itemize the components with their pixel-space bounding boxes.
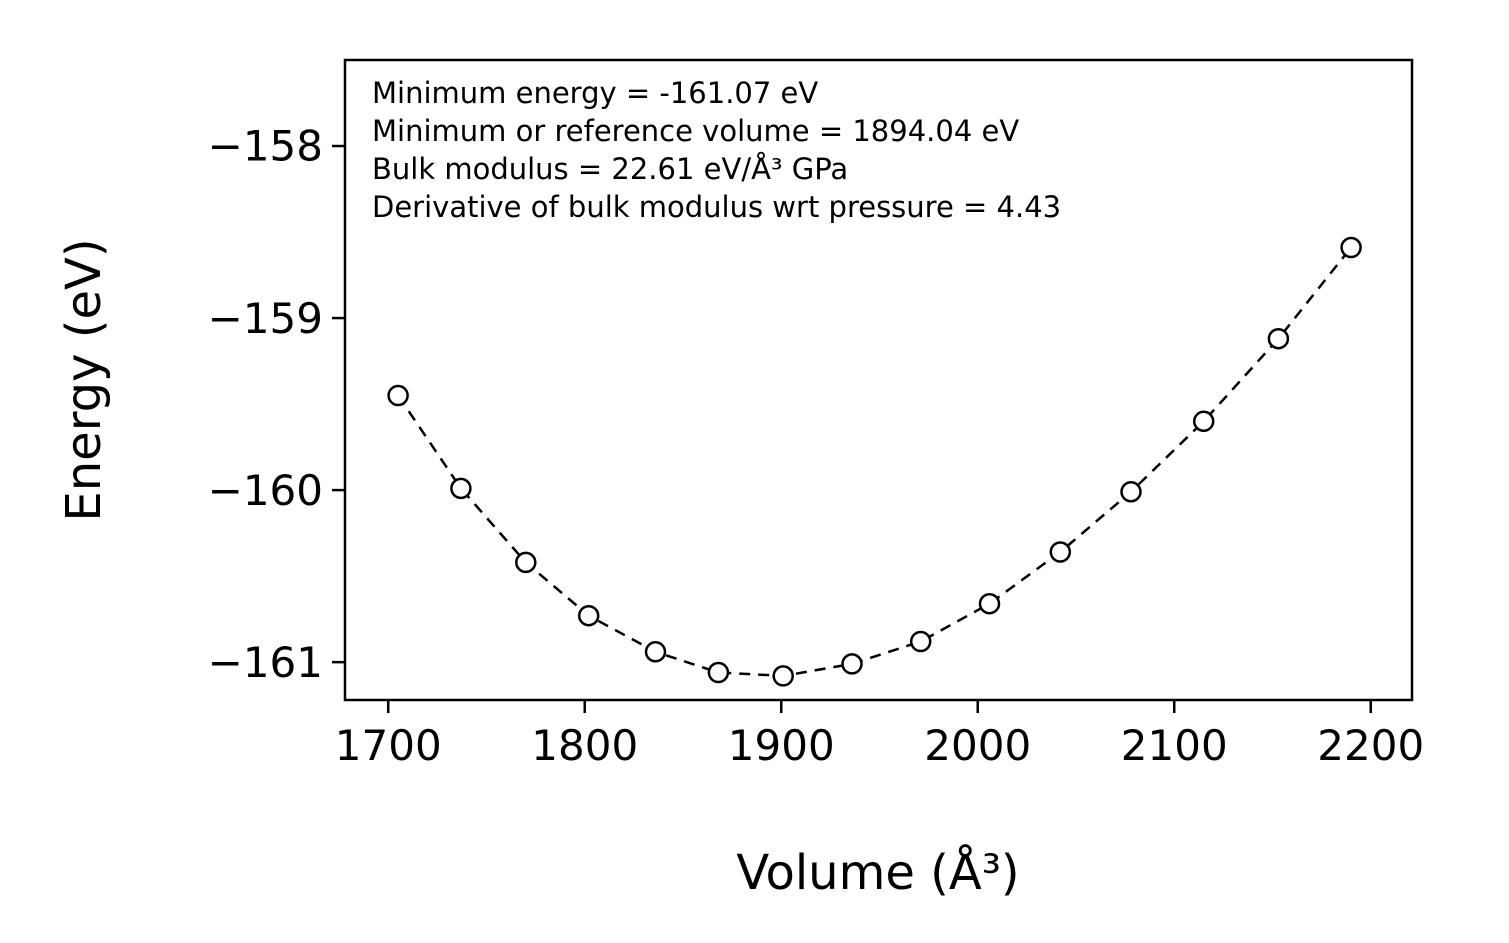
annotation-bulk-modulus: Bulk modulus = 22.61 eV/Å³ GPa	[372, 152, 849, 186]
y-tick-label: −160	[208, 466, 323, 515]
x-tick-label: 2100	[1121, 721, 1228, 770]
data-point-marker	[978, 592, 1001, 615]
data-point-marker	[1192, 410, 1215, 433]
data-point-marker	[772, 665, 794, 687]
y-tick-label: −161	[208, 638, 323, 687]
fit-curve	[397, 246, 1353, 678]
data-point-marker	[1049, 541, 1072, 563]
data-point-marker	[515, 551, 537, 574]
x-tick-label: 2000	[924, 721, 1031, 770]
data-point-marker	[450, 477, 472, 500]
data-point-marker	[644, 641, 667, 663]
annotation-minimum-volume: Minimum or reference volume = 1894.04 eV	[372, 114, 1020, 148]
data-point-marker	[577, 604, 600, 627]
data-point-marker	[387, 384, 409, 407]
x-tick-label: 1900	[728, 721, 835, 770]
data-point-marker	[909, 630, 932, 653]
x-tick-label: 1800	[531, 721, 638, 770]
data-point-marker	[841, 653, 863, 675]
fit-parameters-text: Minimum energy = -161.07 eV Minimum or r…	[372, 74, 1061, 226]
annotation-minimum-energy: Minimum energy = -161.07 eV	[372, 76, 819, 110]
y-tick-label: −159	[208, 294, 323, 343]
data-point-marker	[1120, 481, 1142, 503]
y-axis-label: Energy (eV)	[56, 238, 112, 522]
x-tick-label: 1700	[335, 721, 442, 770]
x-tick-label: 2200	[1317, 721, 1424, 770]
data-point-marker	[1267, 327, 1290, 350]
data-point-marker	[1340, 236, 1362, 259]
annotation-bulk-modulus-derivative: Derivative of bulk modulus wrt pressure …	[372, 190, 1062, 224]
axes-frame	[343, 58, 1414, 702]
data-point-marker	[707, 661, 730, 684]
y-tick-label: −158	[208, 122, 323, 171]
x-axis-label: Volume (Å³)	[736, 845, 1020, 901]
